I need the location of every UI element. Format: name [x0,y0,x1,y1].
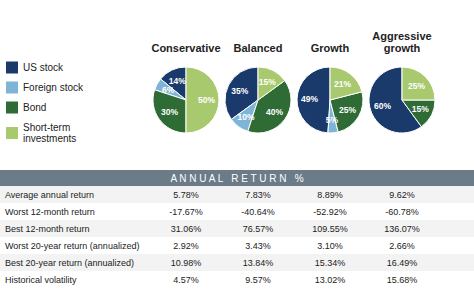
table-cell: 4.57% [173,275,199,285]
legend-label: US stock [23,62,64,73]
row-label: Best 12-month return [5,224,90,234]
table-row [0,186,474,203]
table-cell: 7.83% [245,190,271,200]
data-label: 25% [408,81,425,91]
pie-title: Balanced [234,42,283,54]
legend-label: Foreign stock [23,82,84,93]
table-cell: 5.78% [173,190,199,200]
pie-title: Growth [311,42,350,54]
table-cell: -52.92% [313,207,347,217]
table-cell: 15.68% [387,275,418,285]
data-label: 40% [266,107,283,117]
table-header [0,170,474,186]
row-label: Worst 12-month return [5,207,95,217]
row-label: Worst 20-year return (annualized) [5,241,139,251]
data-label: 6% [162,85,175,95]
pie-slice [258,67,285,100]
data-label: 15% [259,77,276,87]
legend-swatch [6,102,18,114]
table-cell: 9.62% [389,190,415,200]
table-cell: 2.92% [173,241,199,251]
data-label: 15% [412,104,429,114]
table-row [0,237,474,254]
legend-label: Short-terminvestments [23,122,76,144]
row-label: Best 20-year return (annualized) [5,258,134,268]
pie-slice [186,67,219,133]
pie-slice [402,67,435,100]
pie-title: Conservative [151,42,220,54]
table-row [0,254,474,271]
table-cell: 15.34% [315,258,346,268]
table-cell: 16.49% [387,258,418,268]
table-cell: 3.10% [317,241,343,251]
pie-slice [153,90,186,133]
data-label: 50% [198,95,215,105]
table-cell: 2.66% [389,241,415,251]
table-row [0,203,474,220]
legend: US stock Foreign stock Bond Short-terminves… [6,62,84,145]
table: A N N U A L R E T U R N % Average annual … [0,170,474,288]
table-cell: 13.84% [243,258,274,268]
legend-swatch [6,62,18,74]
table-cell: -17.67% [169,207,203,217]
table-row [0,220,474,237]
data-label: 10% [237,112,254,122]
pie: Conservative14%6%30%50% [151,42,220,133]
row-label: Historical volatility [5,275,77,285]
pie-slice [330,67,362,100]
data-label: 35% [231,86,248,96]
table-title: A N N U A L R E T U R N % [170,173,303,184]
background [0,0,474,293]
legend-swatch [6,82,18,94]
data-label: 49% [301,94,318,104]
table-cell: -40.64% [241,207,275,217]
table-cell: 76.57% [243,224,274,234]
table-cell: 9.57% [245,275,271,285]
table-cell: 13.02% [315,275,346,285]
table-row [0,271,474,288]
data-label: 5% [326,115,339,125]
pie-slice [402,100,435,127]
table-cell: 136.07% [384,224,420,234]
pie: Aggressivegrowth 60% 15% 25% [369,30,435,133]
table-cell: 8.89% [317,190,343,200]
pie-title: Aggressivegrowth [372,30,431,54]
pie: Balanced 35% 10% 40% 15% [225,42,291,133]
table-cell: 31.06% [171,224,202,234]
data-label: 60% [374,101,391,111]
data-label: 30% [161,107,178,117]
table-cell: 10.98% [171,258,202,268]
pie: Growth 49% 5%25% 21% [297,42,363,133]
row-label: Average annual return [5,190,94,200]
chart: Conservative14%6%30%50%US stockForeign s… [0,0,474,293]
data-label: 25% [339,105,356,115]
table-cell: 109.55% [312,224,348,234]
data-label: 21% [334,79,351,89]
table-cell: 3.43% [245,241,271,251]
table-cell: -60.78% [385,207,419,217]
legend-swatch [6,127,18,139]
legend-label: Bond [23,102,46,113]
